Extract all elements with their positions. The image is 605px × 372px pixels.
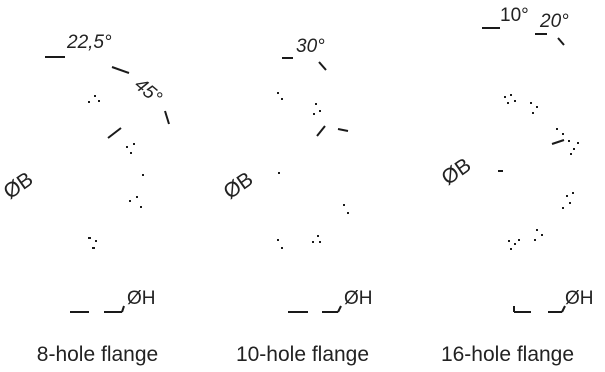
bolt-hole-dot — [98, 100, 100, 102]
bolt-hole-dot — [541, 234, 543, 236]
bolt-hole-dot — [514, 100, 516, 102]
bolt-hole-dot — [133, 143, 135, 145]
bolt-hole-dot — [136, 196, 138, 198]
bolt-hole-dot — [277, 92, 279, 94]
bolt-hole-dot — [140, 206, 142, 208]
bolt-hole-dot — [568, 140, 570, 142]
bolt-hole-dot — [129, 200, 131, 202]
bolt-hole-dot — [281, 98, 283, 100]
angle-stroke — [111, 66, 130, 74]
bolt-hole-dot — [142, 174, 144, 176]
bolt-hole-dot — [536, 106, 538, 108]
bolt-hole-dot — [319, 110, 321, 112]
bottom-line-tick — [337, 305, 342, 313]
bolt-hole-dot — [126, 146, 128, 148]
angle-stroke — [337, 128, 349, 132]
angle-label: 10° — [500, 5, 529, 26]
flange-caption: 8-hole flange — [36, 343, 159, 366]
bolt-hole-dot — [130, 152, 132, 154]
bolt-hole-dot — [572, 192, 574, 194]
flange-caption: 16-hole flange — [440, 343, 575, 366]
bolt-hole-dot — [88, 237, 91, 239]
angle-label: 22,5° — [67, 32, 112, 53]
bolt-hole-dot — [577, 142, 579, 144]
bolt-hole-dot — [94, 95, 96, 97]
bolt-hole-dot — [510, 94, 512, 96]
diameter-h-label: ØH — [344, 288, 373, 309]
bolt-hole-dot — [514, 243, 516, 245]
flange-panel-8-hole: 22,5° 45° ØB ØH 8-hole flange — [0, 0, 195, 372]
bolt-hole-dot — [343, 204, 345, 206]
angle-stroke — [316, 125, 326, 137]
bolt-hole-dot — [319, 241, 321, 243]
bolt-hole-dot — [313, 113, 315, 115]
bolt-hole-dot — [317, 235, 319, 237]
bolt-hole-dot — [88, 101, 90, 103]
bolt-hole-dot — [536, 229, 538, 231]
bolt-hole-dot — [556, 128, 558, 130]
bottom-line-tick — [561, 305, 566, 313]
angle-label: 20° — [540, 11, 569, 32]
bottom-line-tick — [121, 305, 125, 313]
diameter-h-label: ØH — [127, 288, 156, 309]
bolt-hole-dot — [573, 148, 575, 150]
flange-caption: 10-hole flange — [235, 343, 370, 366]
bolt-hole-dot — [92, 247, 95, 249]
angle-stroke — [551, 139, 565, 145]
bolt-hole-dot — [312, 241, 314, 243]
bolt-hole-dot — [281, 247, 283, 249]
bolt-hole-dot — [569, 202, 571, 204]
bolt-hole-dot — [278, 172, 280, 174]
flange-8-hole-drawing — [45, 56, 170, 313]
angle-stroke — [318, 61, 327, 71]
diameter-h-label: ØH — [565, 288, 594, 309]
bolt-hole-dot — [504, 96, 506, 98]
bolt-hole-dot — [562, 207, 564, 209]
angle-label: 30° — [296, 36, 325, 57]
bolt-hole-dot — [507, 102, 509, 104]
bolt-hole-dot — [534, 239, 536, 241]
angle-stroke — [557, 37, 565, 46]
flange-16-hole-drawing — [482, 27, 579, 313]
bolt-hole-dot — [518, 239, 520, 241]
bolt-hole-dot — [277, 239, 279, 241]
bolt-hole-dot — [566, 195, 568, 197]
flange-10-hole-drawing — [277, 57, 349, 313]
bolt-hole-dot — [510, 248, 512, 250]
bolt-hole-dot — [530, 102, 532, 104]
angle-stroke — [164, 110, 170, 125]
bolt-hole-dot — [508, 240, 510, 242]
bolt-hole-dot — [95, 240, 97, 242]
angle-stroke — [107, 127, 122, 139]
bolt-hole-dot — [315, 103, 317, 105]
bolt-hole-dot — [562, 133, 564, 135]
bolt-hole-dot — [532, 112, 534, 114]
flange-panel-16-hole: 10° 20° ØB ØH 16-hole flange — [410, 0, 605, 372]
bolt-hole-dot — [570, 153, 572, 155]
bolt-hole-dot — [347, 212, 349, 214]
flange-panel-10-hole: 30° ØB ØH 10-hole flange — [195, 0, 410, 372]
